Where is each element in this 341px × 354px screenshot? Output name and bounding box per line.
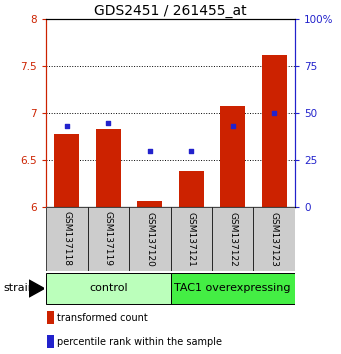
Bar [170,207,212,271]
Text: strain: strain [3,283,35,293]
Bar [137,200,162,207]
Bar [47,335,54,348]
Text: control: control [89,283,128,293]
Bar [170,273,295,304]
Bar [253,207,295,271]
Text: GSM137120: GSM137120 [145,211,154,267]
Bar [220,106,245,207]
Bar [46,207,88,271]
Bar [262,55,287,207]
Bar [47,311,54,324]
Bar [46,273,170,304]
Point [271,110,277,116]
Text: percentile rank within the sample: percentile rank within the sample [57,337,222,347]
Bar [212,207,253,271]
Bar [96,129,121,207]
Text: transformed count: transformed count [57,313,148,323]
Text: GSM137123: GSM137123 [270,211,279,267]
Point [230,124,235,129]
Bar [88,207,129,271]
Bar [179,171,204,207]
Title: GDS2451 / 261455_at: GDS2451 / 261455_at [94,5,247,18]
Bar [54,134,79,207]
Point [189,148,194,154]
Point [147,148,152,154]
Point [106,120,111,126]
Text: GSM137122: GSM137122 [228,212,237,266]
Point [64,124,70,129]
Text: TAC1 overexpressing: TAC1 overexpressing [175,283,291,293]
Text: GSM137121: GSM137121 [187,211,196,267]
Text: GSM137118: GSM137118 [62,211,71,267]
Polygon shape [29,280,44,297]
Text: GSM137119: GSM137119 [104,211,113,267]
Bar [129,207,170,271]
